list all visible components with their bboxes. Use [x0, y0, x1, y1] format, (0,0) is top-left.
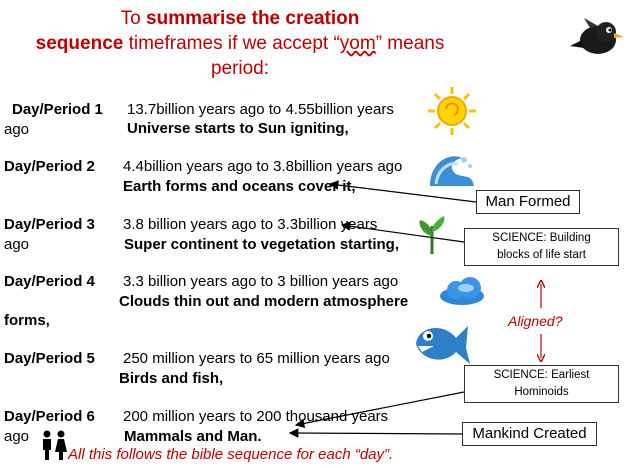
science-building-line2: blocks of life start — [497, 249, 586, 261]
period-1-range: 13.7billion years ago to 4.55billion yea… — [127, 101, 394, 118]
people-icon — [43, 430, 67, 460]
period-2-range: 4.4billion years ago to 3.8billion years… — [123, 158, 403, 175]
period-6-label: Day/Period 6 — [4, 408, 95, 425]
science-hominoids-line2: Hominoids — [514, 386, 569, 398]
period-4-label: Day/Period 4 — [4, 273, 95, 290]
sun-icon — [428, 87, 476, 135]
period-1-description: Universe starts to Sun igniting, — [127, 120, 349, 137]
period-3-description: Super continent to vegetation starting, — [124, 236, 400, 253]
man-formed-label: Man Formed — [485, 193, 571, 210]
science-hominoids-box: SCIENCE: Earliest Hominoids — [464, 365, 619, 403]
period-4-description-wrap: forms, — [4, 312, 50, 329]
plant-icon — [419, 216, 445, 254]
period-4-range: 3.3 billion years ago to 3 billion years… — [123, 273, 399, 290]
period-5-range: 250 million years to 65 million years ag… — [123, 350, 390, 367]
footer-note: All this follows the bible sequence for … — [68, 446, 394, 463]
wave-icon — [430, 156, 474, 186]
period-5-label: Day/Period 5 — [4, 350, 95, 367]
period-1-range-wrap: ago — [4, 121, 30, 138]
science-hominoids-line1: SCIENCE: Earliest — [493, 369, 590, 381]
arrow-mankind-created — [288, 428, 463, 438]
slide-title: To summarise the creation sequence timef… — [35, 8, 445, 79]
mankind-created-label: Mankind Created — [472, 425, 587, 442]
period-6-range-wrap: ago — [4, 428, 30, 445]
period-4-description: Clouds thin out and modern atmosphere — [119, 293, 409, 310]
science-building-box: SCIENCE: Building blocks of life start — [464, 228, 619, 266]
period-6-range: 200 million years to 200 thousand years — [123, 408, 389, 425]
period-1-label: Day/Period 1 — [12, 101, 103, 118]
aligned-label: Aligned? — [508, 313, 563, 329]
period-3-range: 3.8 billion years ago to 3.3billion year… — [123, 216, 378, 233]
period-2-label: Day/Period 2 — [4, 158, 95, 175]
man-formed-box: Man Formed — [476, 190, 580, 214]
fish-icon — [416, 326, 470, 364]
period-2-description: Earth forms and oceans cover it, — [123, 178, 356, 195]
mankind-created-box: Mankind Created — [462, 422, 597, 446]
period-5-description: Birds and fish, — [119, 370, 224, 387]
cloud-icon — [440, 277, 484, 305]
period-6-description: Mammals and Man. — [124, 428, 262, 445]
science-building-line1: SCIENCE: Building — [492, 232, 591, 244]
period-3-label: Day/Period 3 — [4, 216, 95, 233]
period-3-range-wrap: ago — [4, 236, 30, 253]
